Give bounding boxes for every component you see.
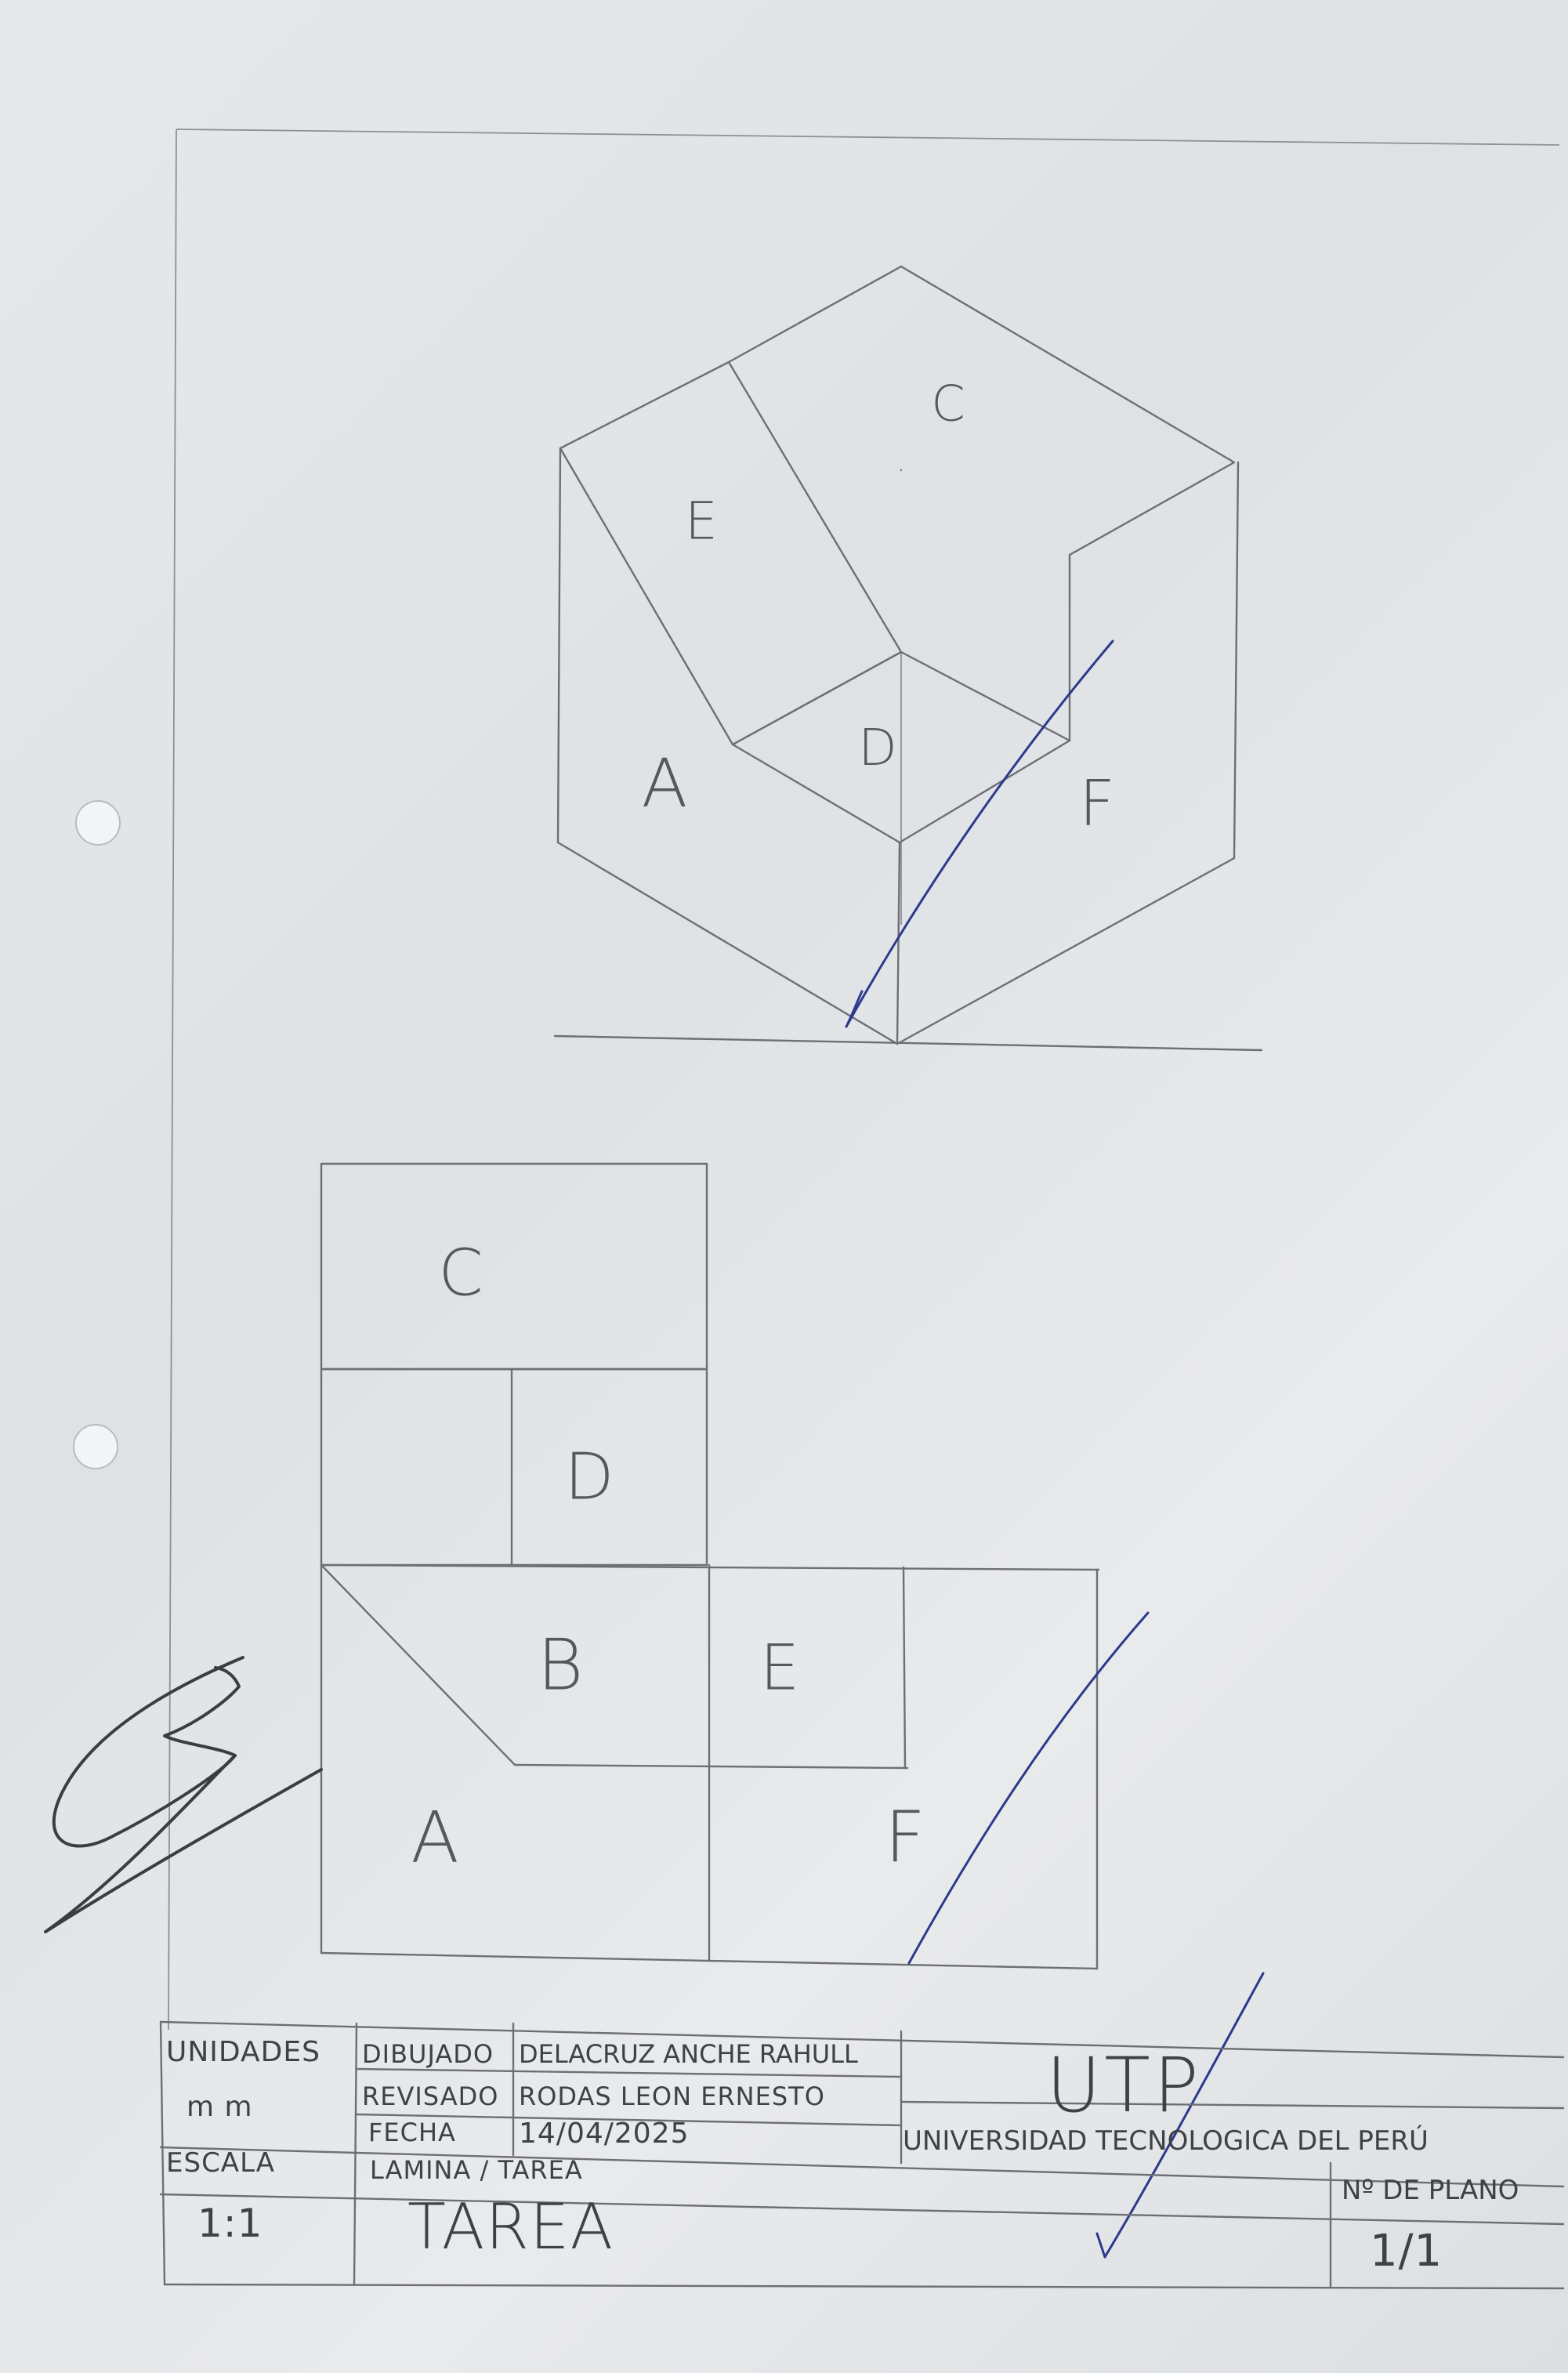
signature (44, 1656, 323, 1933)
fecha-value: 14/04/2025 (519, 2118, 690, 2150)
binder-hole-top (75, 800, 121, 846)
fecha-label: FECHA (368, 2118, 456, 2147)
university-name: UNIVERSIDAD TECNOLOGICA DEL PERÚ (903, 2125, 1429, 2157)
dibujado-label: DIBUJADO (362, 2039, 494, 2069)
unidades-label: UNIDADES (166, 2036, 320, 2068)
lamina-label: LAMINA / TAREA (370, 2155, 583, 2185)
escala-value: 1:1 (197, 2201, 263, 2246)
iso-face-label-a: A (641, 745, 688, 823)
plano-label: Nº DE PLANO (1342, 2175, 1519, 2206)
iso-face-label-d: D (858, 719, 897, 777)
unidades-value: m m (186, 2091, 253, 2123)
revisado-label: REVISADO (362, 2081, 499, 2111)
binder-hole-bottom (73, 1424, 118, 1469)
isometric-view (553, 265, 1263, 1052)
plano-value: 1/1 (1370, 2226, 1443, 2277)
development-view (320, 1162, 1100, 1970)
iso-face-label-e: E (685, 491, 718, 552)
iso-face-label-f: F (1078, 766, 1116, 840)
dev-face-label-b: B (537, 1624, 584, 1707)
dev-face-label-d: D (564, 1440, 614, 1515)
iso-face-label-c: C (931, 375, 965, 433)
lamina-value: TAREA (407, 2190, 614, 2263)
escala-label: ESCALA (166, 2147, 276, 2179)
dev-face-label-f: F (885, 1796, 925, 1879)
dev-face-label-c: C (438, 1236, 483, 1311)
dibujado-value: DELACRUZ ANCHE RAHULL (519, 2039, 858, 2069)
utp-logo: UTP (1046, 2042, 1202, 2129)
dev-face-label-a: A (411, 1796, 459, 1879)
dev-face-label-e: E (759, 1631, 800, 1705)
title-block-grid (159, 2020, 1565, 2290)
sheet-border (168, 129, 1560, 2031)
ink-check-marks (845, 639, 1265, 2259)
revisado-value: RODAS LEON ERNESTO (519, 2081, 825, 2111)
